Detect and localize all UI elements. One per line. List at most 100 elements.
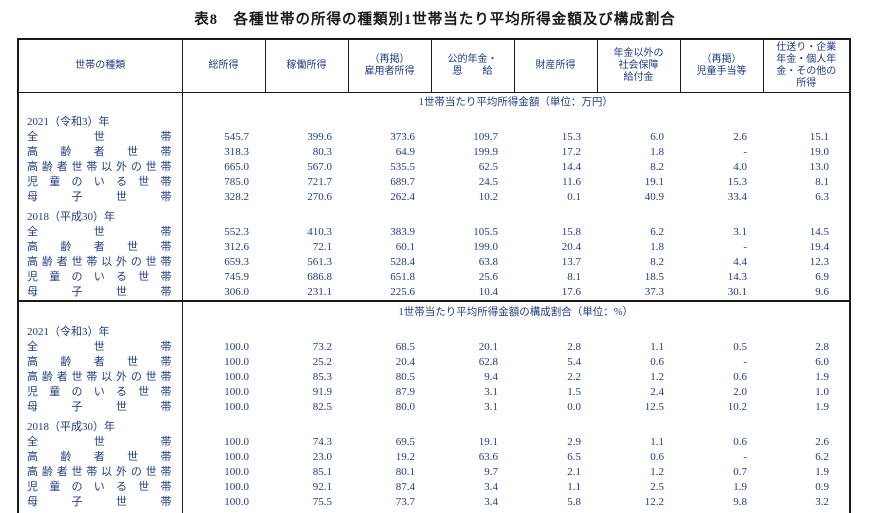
value-cell: 1.2 bbox=[650, 465, 664, 478]
column-header-earned-income: 稼働所得 bbox=[264, 38, 349, 93]
value-cell: 105.5 bbox=[473, 225, 498, 238]
value-cell: 63.8 bbox=[478, 255, 498, 268]
column-header-employee-income: （再掲） 雇用者所得 bbox=[347, 38, 432, 93]
value-cell: 1.2 bbox=[650, 370, 664, 383]
value-cell: 3.1 bbox=[484, 385, 498, 398]
household-type-label: 高齢者世帯 bbox=[18, 449, 183, 465]
value-cell: 20.4 bbox=[395, 355, 415, 368]
household-type-label: 母子世帯 bbox=[18, 189, 183, 205]
value-cell: 19.2 bbox=[395, 450, 415, 463]
value-cell: 9.8 bbox=[733, 495, 747, 508]
value-cell: 75.5 bbox=[312, 495, 332, 508]
value-cell: 40.9 bbox=[644, 190, 664, 203]
column-header-property-income: 財産所得 bbox=[513, 38, 598, 93]
table-row: 高齢者世帯 312.6 72.1 60.1 199.0 20.4 1.8 - 19.4 bbox=[18, 239, 850, 255]
value-cell: 82.5 bbox=[312, 400, 332, 413]
value-cell: 80.1 bbox=[395, 465, 415, 478]
section-title-empty-cell bbox=[18, 92, 183, 110]
year-row-empty-cell bbox=[182, 415, 850, 435]
value-cell: 109.7 bbox=[473, 130, 498, 143]
household-type-label: 児童のいる世帯 bbox=[18, 479, 183, 495]
value-cell: 91.9 bbox=[312, 385, 332, 398]
value-cell: 1.1 bbox=[650, 435, 664, 448]
value-cell: 6.3 bbox=[815, 190, 829, 203]
value-cell: 686.8 bbox=[307, 270, 332, 283]
value-cell: 2.6 bbox=[733, 130, 747, 143]
value-cell: 2.5 bbox=[650, 480, 664, 493]
table-row: 高齢者世帯 318.3 80.3 64.9 199.9 17.2 1.8 - 19.0 bbox=[18, 144, 850, 160]
value-cell: - bbox=[743, 240, 747, 253]
value-cell: 2.4 bbox=[650, 385, 664, 398]
value-cell: 69.5 bbox=[395, 435, 415, 448]
column-header-public-pension: 公的年金・ 恩 給 bbox=[430, 38, 515, 93]
value-cell: 14.5 bbox=[809, 225, 829, 238]
value-cell: 745.9 bbox=[224, 270, 249, 283]
value-cell: 0.6 bbox=[650, 355, 664, 368]
table-row: 高齢者世帯以外の世帯 659.3 561.3 528.4 63.8 13.7 8.2 4.4 1… bbox=[18, 254, 850, 270]
value-cell: 0.1 bbox=[567, 190, 581, 203]
value-cell: 651.8 bbox=[390, 270, 415, 283]
value-cell: 100.0 bbox=[224, 340, 249, 353]
household-type-label: 母子世帯 bbox=[18, 399, 183, 415]
value-cell: 100.0 bbox=[224, 400, 249, 413]
value-cell: 383.9 bbox=[390, 225, 415, 238]
value-cell: 10.2 bbox=[478, 190, 498, 203]
value-cell: 87.9 bbox=[395, 385, 415, 398]
household-type-label: 高齢者世帯以外の世帯 bbox=[18, 254, 183, 270]
value-cell: 85.1 bbox=[312, 465, 332, 478]
value-cell: 19.1 bbox=[644, 175, 664, 188]
income-table: 世帯の種類 総所得 稼働所得 （再掲） 雇用者所得 公的年金・ 恩 給 財産所得… bbox=[17, 38, 851, 513]
spacer-cell bbox=[182, 510, 850, 513]
value-cell: 11.6 bbox=[562, 175, 581, 188]
value-cell: 199.0 bbox=[473, 240, 498, 253]
value-cell: 73.7 bbox=[395, 495, 415, 508]
value-cell: 318.3 bbox=[224, 145, 249, 158]
value-cell: 6.9 bbox=[815, 270, 829, 283]
table-row: 高齢者世帯 100.0 23.0 19.2 63.6 6.5 0.6 - 6.2 bbox=[18, 449, 850, 465]
value-cell: 231.1 bbox=[307, 285, 332, 298]
value-cell: 62.8 bbox=[478, 355, 498, 368]
value-cell: 270.6 bbox=[307, 190, 332, 203]
value-cell: 3.1 bbox=[733, 225, 747, 238]
value-cell: 0.6 bbox=[733, 435, 747, 448]
value-cell: 15.1 bbox=[809, 130, 829, 143]
column-header-other-income: 仕送り・企業 年金・個人年 金・その他の 所得 bbox=[762, 38, 851, 93]
value-cell: 10.2 bbox=[727, 400, 747, 413]
value-cell: 10.4 bbox=[478, 285, 498, 298]
value-cell: 528.4 bbox=[390, 255, 415, 268]
value-cell: 0.6 bbox=[733, 370, 747, 383]
value-cell: 17.2 bbox=[561, 145, 581, 158]
value-cell: 262.4 bbox=[390, 190, 415, 203]
section-title-empty-cell bbox=[18, 299, 183, 320]
value-cell: 1.9 bbox=[815, 400, 829, 413]
value-cell: 100.0 bbox=[224, 385, 249, 398]
value-cell: 100.0 bbox=[224, 465, 249, 478]
year-row: 2021（令和3）年 bbox=[18, 109, 850, 130]
spacer-row bbox=[18, 509, 850, 513]
table-row: 高齢者世帯以外の世帯 100.0 85.3 80.5 9.4 2.2 1.2 0.6 1.9 bbox=[18, 369, 850, 385]
household-type-label: 高齢者世帯 bbox=[18, 239, 183, 255]
value-cell: 25.2 bbox=[312, 355, 332, 368]
value-cell: 100.0 bbox=[224, 370, 249, 383]
value-cell: 2.8 bbox=[567, 340, 581, 353]
value-cell: 2.9 bbox=[567, 435, 581, 448]
value-cell: 80.0 bbox=[395, 400, 415, 413]
household-type-label: 児童のいる世帯 bbox=[18, 384, 183, 400]
value-cell: 561.3 bbox=[307, 255, 332, 268]
value-cell: 73.2 bbox=[312, 340, 332, 353]
value-cell: 20.4 bbox=[561, 240, 581, 253]
table-row: 母子世帯 306.0 231.1 225.6 10.4 17.6 37.3 30.1 9.6 bbox=[18, 284, 850, 301]
household-type-label: 児童のいる世帯 bbox=[18, 269, 183, 285]
value-cell: 535.5 bbox=[390, 160, 415, 173]
value-cell: 6.0 bbox=[815, 355, 829, 368]
household-type-label: 高齢者世帯以外の世帯 bbox=[18, 159, 183, 175]
section-title: 1世帯当たり平均所得金額（単位：万円） bbox=[418, 96, 613, 108]
year-label: 2018（平成30）年 bbox=[18, 414, 183, 435]
household-type-label: 全世帯 bbox=[18, 434, 183, 450]
household-type-label: 児童のいる世帯 bbox=[18, 174, 183, 190]
value-cell: 8.1 bbox=[815, 175, 829, 188]
value-cell: 9.6 bbox=[815, 285, 829, 298]
value-cell: 0.6 bbox=[650, 450, 664, 463]
value-cell: 373.6 bbox=[390, 130, 415, 143]
